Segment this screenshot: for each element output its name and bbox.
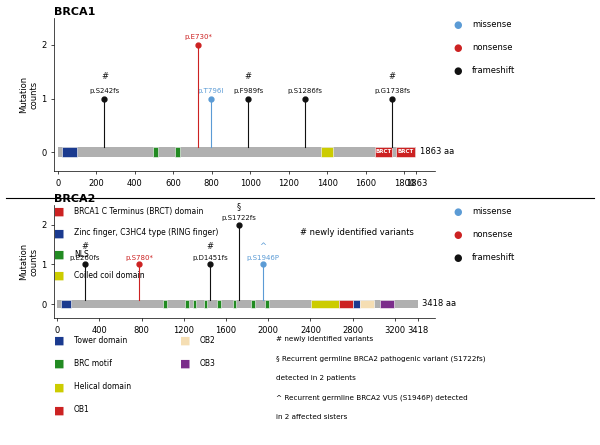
Bar (58, 146, 416, 158)
Text: #: # (101, 72, 108, 81)
Text: ●: ● (453, 253, 461, 263)
Text: ■: ■ (180, 359, 191, 369)
Text: ■: ■ (54, 336, 65, 346)
Text: ●: ● (453, 66, 461, 76)
Text: ■: ■ (54, 382, 65, 392)
Text: p.E730*: p.E730* (184, 34, 212, 40)
Text: p.S1722fs: p.S1722fs (221, 215, 256, 222)
Text: p.T796I: p.T796I (198, 88, 224, 94)
Text: #: # (207, 242, 214, 251)
Text: OB3: OB3 (200, 359, 215, 368)
Text: BRCT: BRCT (397, 150, 413, 154)
Text: ●: ● (453, 207, 461, 217)
Bar (380, 300, 394, 308)
Text: p.F989fs: p.F989fs (233, 88, 263, 94)
Bar (153, 146, 158, 158)
Text: ■: ■ (54, 228, 65, 238)
Text: §: § (237, 202, 241, 211)
Bar (61, 300, 71, 308)
Bar (311, 300, 339, 308)
Bar (396, 146, 415, 158)
Bar (57, 300, 418, 308)
Text: OB2: OB2 (200, 336, 215, 345)
Text: p.S1286fs: p.S1286fs (288, 88, 323, 94)
Text: BRCA1: BRCA1 (54, 7, 95, 17)
Text: Coiled coil domain: Coiled coil domain (74, 271, 145, 280)
Bar (339, 300, 353, 308)
Text: ■: ■ (54, 250, 65, 259)
Text: ■: ■ (180, 336, 191, 346)
Text: 3418 aa: 3418 aa (422, 299, 456, 308)
Y-axis label: Mutation
counts: Mutation counts (19, 76, 38, 113)
Text: p.S780*: p.S780* (125, 255, 154, 261)
Text: BRC motif: BRC motif (74, 359, 112, 368)
Text: # newly identified variants: # newly identified variants (276, 336, 373, 342)
Text: detected in 2 patients: detected in 2 patients (276, 375, 356, 381)
Text: ■: ■ (54, 405, 65, 415)
Text: #: # (81, 242, 88, 251)
Bar (360, 300, 374, 308)
Text: ^ Recurrent germline BRCA2 VUS (S1946P) detected: ^ Recurrent germline BRCA2 VUS (S1946P) … (276, 395, 468, 401)
Text: ■: ■ (54, 271, 65, 281)
Bar (265, 300, 269, 308)
Text: ●: ● (453, 43, 461, 53)
Text: BRCT: BRCT (376, 150, 392, 154)
Bar (376, 146, 392, 158)
Text: p.S242fs: p.S242fs (89, 88, 119, 94)
Bar (175, 146, 179, 158)
Text: missense: missense (472, 207, 512, 216)
Text: BRCA2: BRCA2 (54, 194, 95, 204)
Text: NLS: NLS (74, 250, 89, 259)
Bar (217, 300, 221, 308)
Y-axis label: Mutation
counts: Mutation counts (19, 243, 38, 280)
Text: BRCA1 C Terminus (BRCT) domain: BRCA1 C Terminus (BRCT) domain (74, 207, 203, 216)
Bar (353, 300, 360, 308)
Text: ^: ^ (259, 242, 266, 251)
Bar (163, 300, 167, 308)
Bar (193, 300, 196, 308)
Text: frameshift: frameshift (472, 253, 515, 262)
Bar (204, 300, 208, 308)
Text: #: # (389, 72, 396, 81)
Text: in 2 affected sisters: in 2 affected sisters (276, 414, 347, 420)
Text: missense: missense (472, 20, 512, 29)
Bar (233, 300, 236, 308)
Text: ●: ● (453, 20, 461, 30)
Text: ■: ■ (54, 207, 65, 217)
Text: # newly identified variants: # newly identified variants (300, 228, 414, 237)
Text: OB1: OB1 (74, 405, 89, 414)
Text: ●: ● (453, 230, 461, 240)
Text: Tower domain: Tower domain (74, 336, 127, 345)
Bar (251, 300, 254, 308)
Text: Helical domain: Helical domain (74, 382, 131, 391)
Bar (62, 146, 77, 158)
Text: nonsense: nonsense (472, 230, 513, 239)
Text: p.E260fs: p.E260fs (70, 255, 100, 261)
Text: p.S1946P: p.S1946P (246, 255, 279, 261)
Text: § Recurrent germline BRCA2 pathogenic variant (S1722fs): § Recurrent germline BRCA2 pathogenic va… (276, 356, 485, 362)
Text: Zinc finger, C3HC4 type (RING finger): Zinc finger, C3HC4 type (RING finger) (74, 228, 218, 237)
Text: p.G1738fs: p.G1738fs (374, 88, 410, 94)
Bar (185, 300, 188, 308)
Text: p.D1451fs: p.D1451fs (193, 255, 228, 261)
Bar (320, 146, 334, 158)
Text: ■: ■ (54, 359, 65, 369)
Text: frameshift: frameshift (472, 66, 515, 75)
Text: nonsense: nonsense (472, 43, 513, 52)
Text: 1863 aa: 1863 aa (420, 147, 454, 157)
Text: #: # (245, 72, 251, 81)
